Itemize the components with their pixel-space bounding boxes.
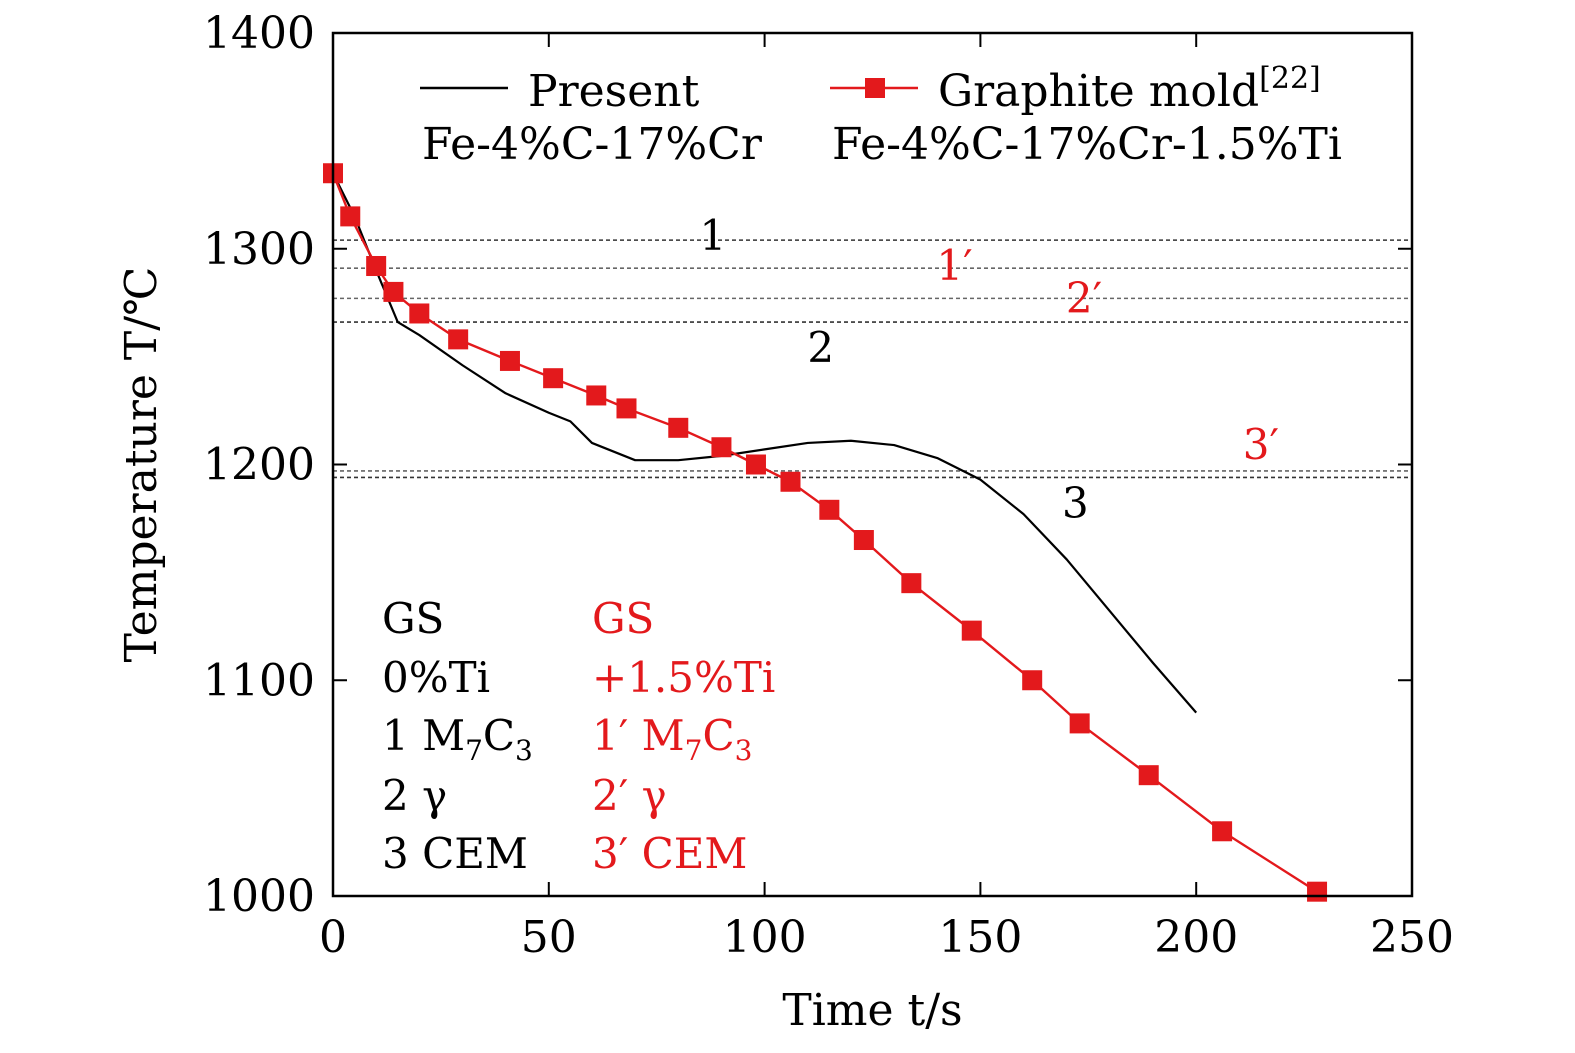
series-1-point-20 [1138,765,1159,786]
legend-graphite-name: Graphite mold[22] [938,61,1321,117]
series-1-point-15 [853,530,874,551]
x-tick-label-1: 50 [521,912,577,963]
legend-present-name: Present [528,66,700,117]
reference-label-1: 1′ [936,241,972,290]
reference-label-3: 2 [807,323,834,372]
series-1-point-12 [745,454,766,475]
series-1-point-5 [448,329,469,350]
legend-graphite-name-sup: [22] [1259,61,1321,96]
y-tick-label-1: 1100 [203,655,315,706]
legend-graphite-marker [865,78,885,98]
annotation-right-1: +1.5%Ti [592,653,775,702]
series-line-1 [331,172,1318,893]
series-1-point-1 [340,206,361,227]
legend-graphite-subtitle: Fe-4%C-17%Cr-1.5%Ti [832,119,1342,170]
axis-ticks: 0 50 100 150 200 250 1000 1100 1200 1300 1400 [203,8,1454,963]
reference-label-4: 3′ [1243,420,1279,469]
series-1-point-4 [409,303,430,324]
x-tick-label-5: 250 [1370,912,1454,963]
annotation-left-1: 0%Ti [382,653,490,702]
legend-graphite-name-main: Graphite mold [938,66,1259,117]
annotation-left-3: 2 γ [382,771,447,820]
y-tick-label-0: 1000 [203,871,315,922]
x-axis-label: Time t/s [782,985,962,1036]
x-tick-label-3: 150 [938,912,1022,963]
series-1-point-21 [1212,821,1233,842]
annotation-right-4: 3′ CEM [592,829,747,878]
legend: Present Fe-4%C-17%Cr Graphite mold[22] F… [420,61,1342,170]
series-1-point-2 [366,256,387,277]
annotation-left-0: GS [382,594,444,643]
reference-label-2: 2′ [1066,273,1102,322]
series-1-point-14 [819,499,840,520]
y-tick-label-2: 1200 [203,440,315,491]
annotation-right-3: 2′ γ [592,771,667,820]
series-1-point-13 [780,471,801,492]
series-1-point-8 [586,385,607,406]
series-1-point-10 [668,417,689,438]
x-tick-label-2: 100 [723,912,807,963]
series-1-point-7 [543,368,564,389]
series-1-point-6 [499,350,520,371]
series-line-0 [332,172,1198,714]
annotation-left-2: 1 M7C3 [382,711,533,767]
reference-labels: 1 1′ 2′ 2 3′ 3 [699,211,1279,527]
series-1-point-11 [711,437,732,458]
annotation-right-2: 1′ M7C3 [592,711,752,767]
x-tick-label-0: 0 [319,912,347,963]
y-tick-label-4: 1400 [203,8,315,59]
series-1-point-22 [1307,881,1328,902]
series-layer [323,163,1328,902]
annotation-right-0: GS [592,594,654,643]
series-1-point-3 [383,281,404,302]
series-1-point-9 [616,398,637,419]
reference-label-0: 1 [699,211,726,260]
annotation-left-4: 3 CEM [382,829,528,878]
reference-label-5: 3 [1062,478,1089,527]
reference-lines [333,239,1412,479]
legend-present-subtitle: Fe-4%C-17%Cr [422,119,763,170]
series-1-point-18 [1022,670,1043,691]
series-1-point-16 [901,573,922,594]
series-1-point-19 [1069,713,1090,734]
y-axis-label: Temperature T/℃ [116,267,167,663]
series-1-point-17 [961,620,982,641]
y-tick-label-3: 1300 [203,224,315,275]
x-tick-label-4: 200 [1154,912,1238,963]
